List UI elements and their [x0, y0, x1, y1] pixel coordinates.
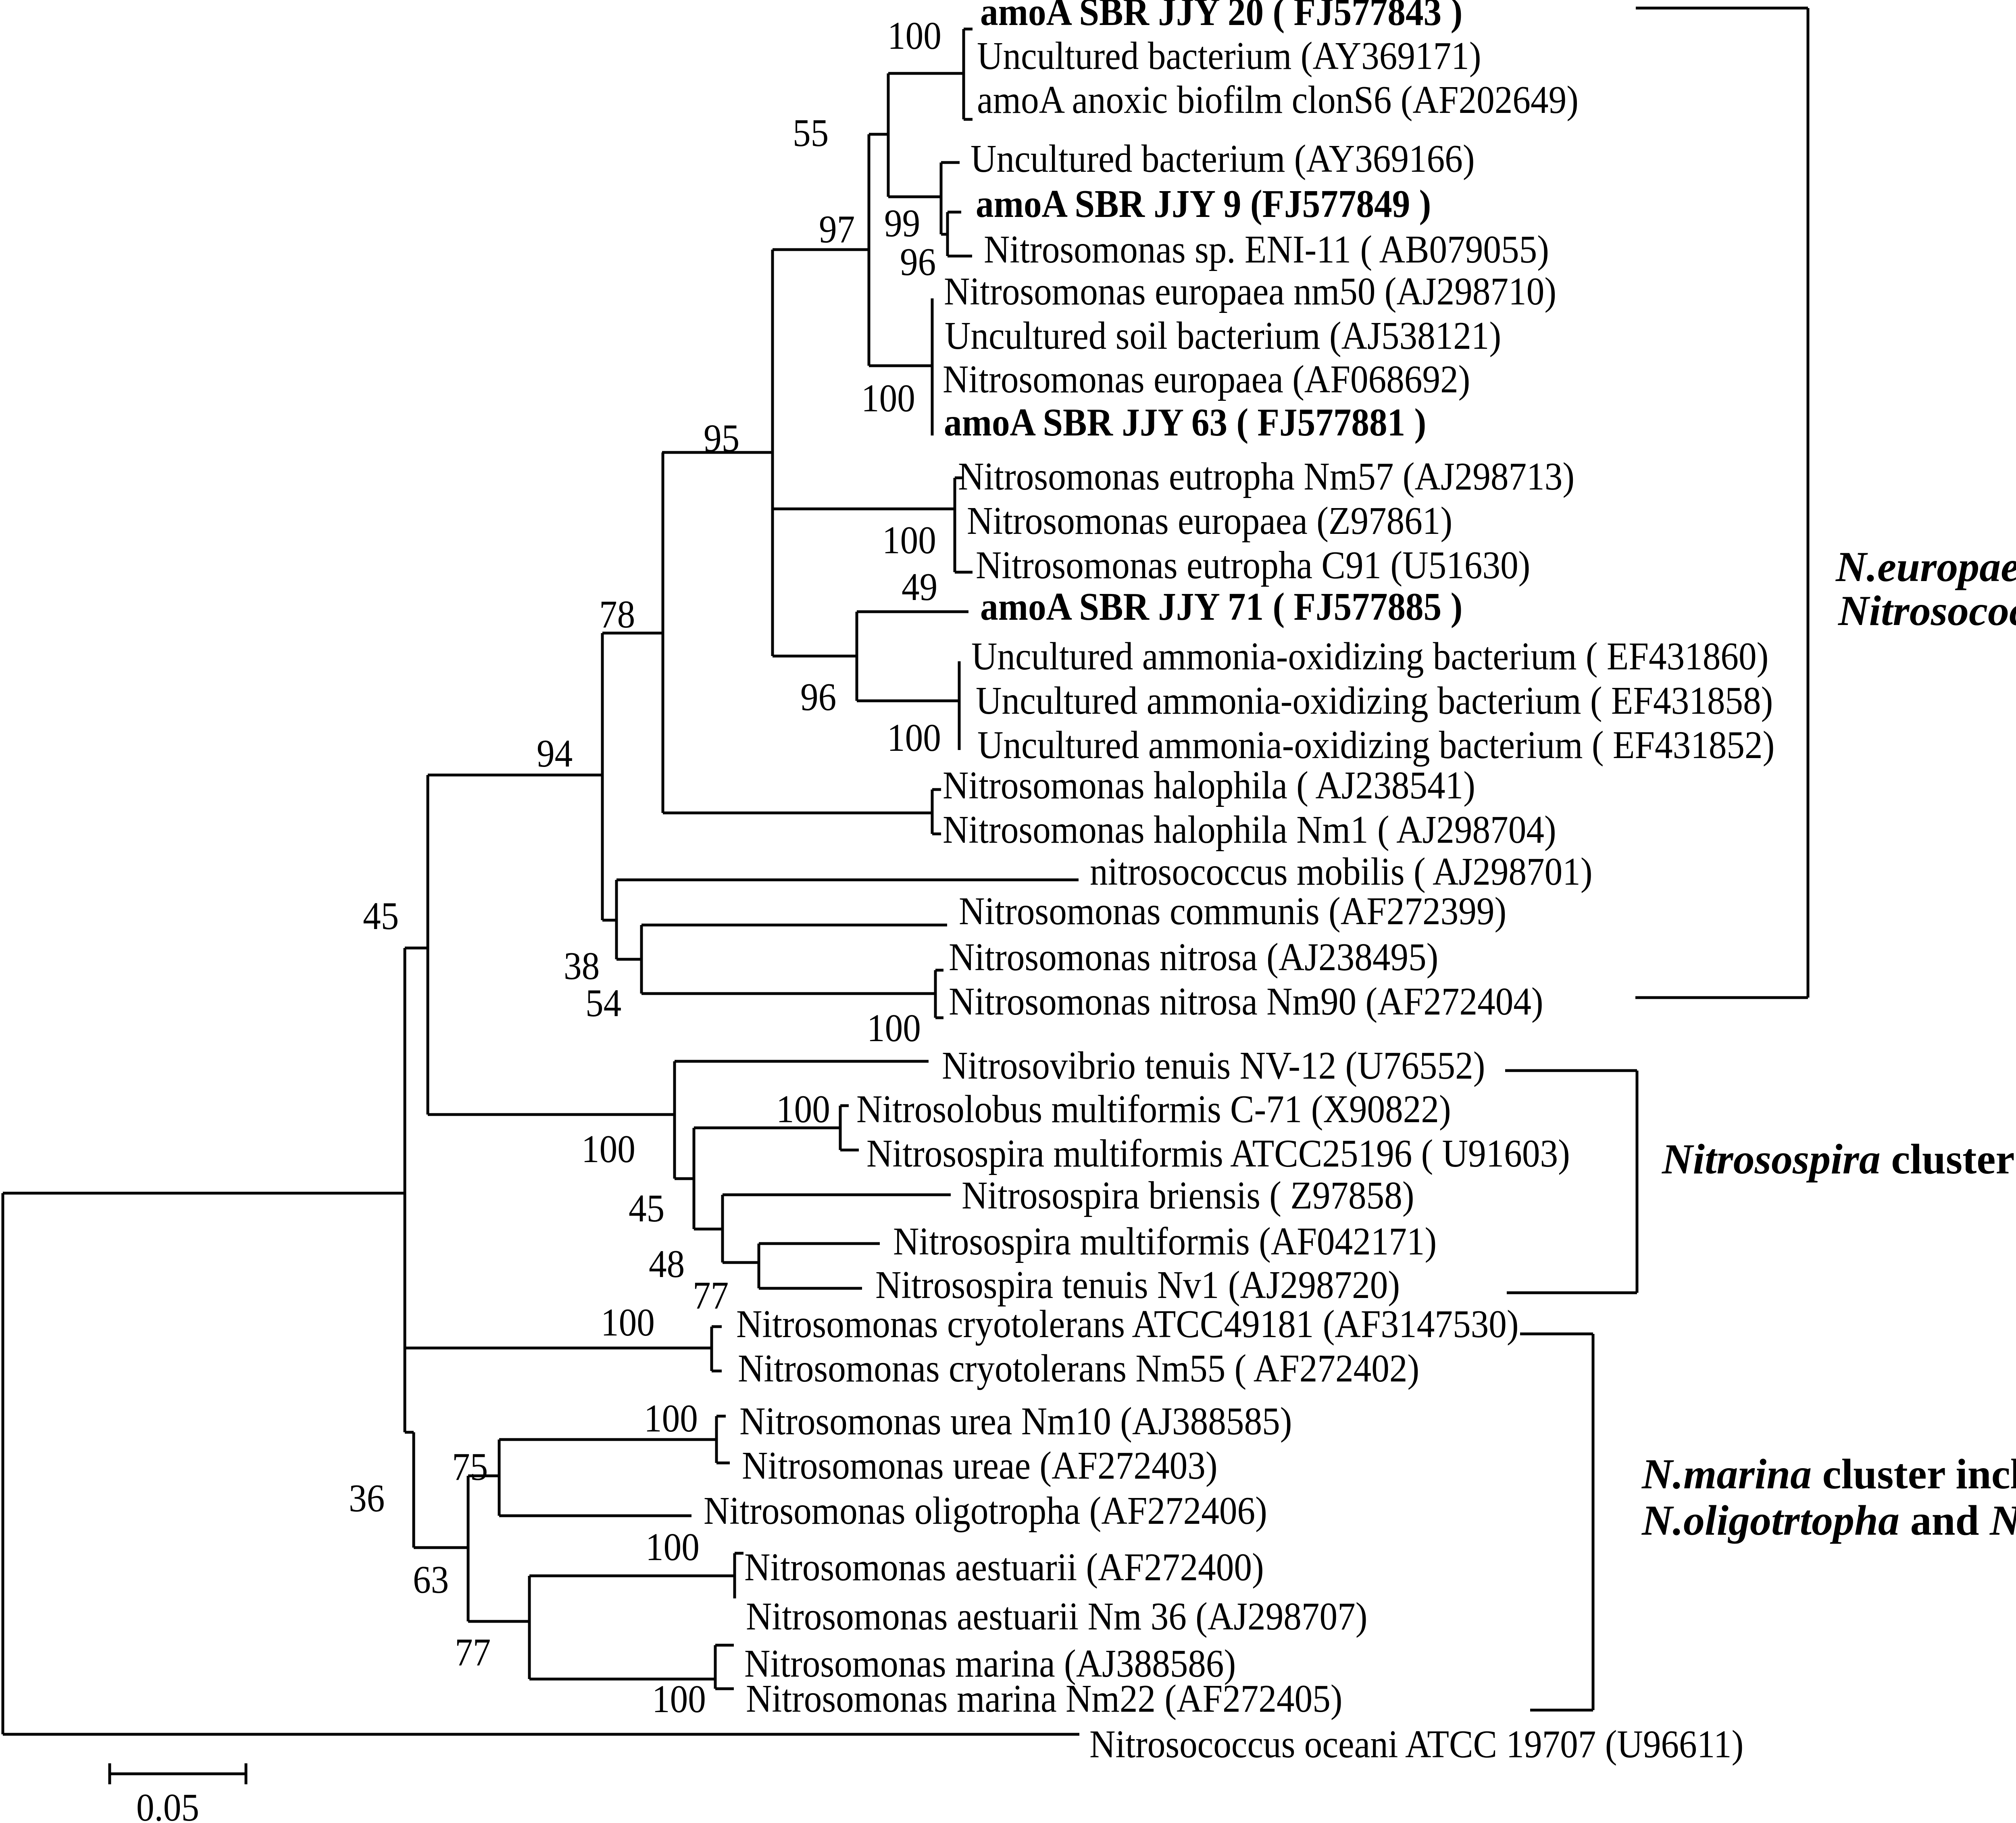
svg-text:amoA SBR JJY 71 ( FJ577885 ): amoA SBR JJY 71 ( FJ577885 ) [980, 585, 1462, 629]
svg-text:amoA SBR JJY 20 ( FJ577843 ): amoA SBR JJY 20 ( FJ577843 ) [980, 0, 1462, 34]
svg-text:38: 38 [564, 945, 600, 988]
svg-text:Nitrosomonas oligotropha (AF27: Nitrosomonas oligotropha (AF272406) [704, 1490, 1267, 1533]
svg-text:100: 100 [867, 1007, 921, 1050]
svg-text:Nitrosomonas urea Nm10 (AJ3885: Nitrosomonas urea Nm10 (AJ388585) [739, 1400, 1292, 1443]
svg-text:100: 100 [887, 15, 941, 58]
svg-text:Nitrosomonas sp. ENI-11 ( AB07: Nitrosomonas sp. ENI-11 ( AB079055) [984, 228, 1549, 271]
svg-text:Nitrosomonas cryotolerans ATCC: Nitrosomonas cryotolerans ATCC49181 (AF3… [736, 1303, 1519, 1346]
svg-text:77: 77 [455, 1631, 491, 1674]
svg-text:55: 55 [793, 112, 829, 155]
svg-text:100: 100 [882, 519, 936, 562]
svg-text:Nitrosomonas nitrosa Nm90 (AF2: Nitrosomonas nitrosa Nm90 (AF272404) [949, 980, 1543, 1023]
svg-text:97: 97 [819, 208, 855, 251]
svg-text:Nitrosomonas eutropha C91 (U51: Nitrosomonas eutropha C91 (U51630) [976, 544, 1530, 587]
svg-text:N.marina cluster including: N.marina cluster including [1641, 1450, 2016, 1498]
svg-text:Nitrosomonas marina (AJ388586): Nitrosomonas marina (AJ388586) [744, 1642, 1236, 1685]
svg-text:45: 45 [363, 895, 399, 938]
svg-text:94: 94 [537, 732, 573, 775]
svg-text:N.europaea/: N.europaea/ [1835, 543, 2016, 590]
svg-text:96: 96 [800, 676, 836, 719]
svg-text:100: 100 [644, 1397, 698, 1440]
svg-text:54: 54 [585, 982, 621, 1025]
svg-text:Uncultured bacterium (AY369171: Uncultured bacterium (AY369171) [977, 35, 1481, 78]
svg-text:amoA anoxic biofilm clonS6 (AF: amoA anoxic biofilm clonS6 (AF202649) [977, 79, 1579, 122]
svg-text:Nitrosomonas eutropha Nm57 (AJ: Nitrosomonas eutropha Nm57 (AJ298713) [958, 455, 1574, 498]
svg-text:45: 45 [629, 1187, 664, 1230]
svg-text:Uncultured ammonia-oxidizing b: Uncultured ammonia-oxidizing bacterium (… [976, 679, 1773, 723]
svg-text:Nitrosococcus oceani ATCC 1970: Nitrosococcus oceani ATCC 19707 (U96611) [1089, 1723, 1743, 1766]
svg-text:75: 75 [452, 1446, 488, 1489]
svg-text:amoA SBR JJY 63 ( FJ577881 ): amoA SBR JJY 63 ( FJ577881 ) [944, 401, 1426, 444]
svg-text:100: 100 [581, 1128, 635, 1171]
svg-text:Nitrosomonas halophila Nm1 ( A: Nitrosomonas halophila Nm1 ( AJ298704) [943, 808, 1556, 852]
svg-text:Nitrosospira multiformis ATCC2: Nitrosospira multiformis ATCC25196 ( U91… [866, 1132, 1570, 1175]
svg-text:Nitrosolobus multiformis C-71: Nitrosolobus multiformis C-71 (X90822) [856, 1088, 1451, 1131]
svg-text:Nitrosomonas europaea (AF06869: Nitrosomonas europaea (AF068692) [943, 358, 1470, 401]
svg-text:Nitrosospira briensis ( Z97858: Nitrosospira briensis ( Z97858) [962, 1174, 1414, 1217]
svg-text:Nitrosococcus mobilis cluster: Nitrosococcus mobilis cluster [1838, 587, 2016, 634]
svg-text:Nitrosomonas ureae (AF272403): Nitrosomonas ureae (AF272403) [742, 1444, 1218, 1488]
svg-text:Nitrosospira multiformis (AF04: Nitrosospira multiformis (AF042171) [893, 1220, 1437, 1263]
svg-text:77: 77 [693, 1274, 729, 1317]
svg-text:Nitrosomonas marina Nm22 (AF27: Nitrosomonas marina Nm22 (AF272405) [746, 1677, 1343, 1721]
svg-text:100: 100 [776, 1088, 830, 1131]
svg-text:100: 100 [601, 1301, 655, 1344]
svg-text:48: 48 [649, 1243, 685, 1286]
svg-text:Uncultured bacterium (AY369166: Uncultured bacterium (AY369166) [971, 138, 1475, 181]
svg-text:63: 63 [413, 1558, 449, 1602]
svg-text:Nitrosomonas europaea (Z97861): Nitrosomonas europaea (Z97861) [967, 500, 1452, 543]
svg-text:49: 49 [902, 566, 937, 609]
svg-text:Nitrosomonas halophila ( AJ238: Nitrosomonas halophila ( AJ238541) [943, 764, 1475, 807]
svg-text:Nitrosomonas nitrosa (AJ238495: Nitrosomonas nitrosa (AJ238495) [949, 936, 1438, 979]
svg-text:Nitrosomonas cryotolerans Nm55: Nitrosomonas cryotolerans Nm55 ( AF27240… [738, 1347, 1419, 1390]
svg-text:95: 95 [704, 417, 739, 460]
svg-text:Nitrosospira tenuis Nv1 (AJ298: Nitrosospira tenuis Nv1 (AJ298720) [875, 1264, 1400, 1307]
svg-text:Nitrosomonas aestuarii Nm 36 (: Nitrosomonas aestuarii Nm 36 (AJ298707) [746, 1595, 1367, 1638]
svg-text:Uncultured soil bacterium (AJ5: Uncultured soil bacterium (AJ538121) [945, 315, 1501, 358]
svg-text:Nitrosomonas europaea nm50 (AJ: Nitrosomonas europaea nm50 (AJ298710) [944, 270, 1556, 313]
svg-text:100: 100 [887, 717, 941, 760]
svg-text:100: 100 [861, 377, 915, 420]
svg-text:Uncultured ammonia-oxidizing b: Uncultured ammonia-oxidizing bacterium (… [977, 724, 1774, 767]
svg-text:100: 100 [652, 1678, 706, 1721]
svg-text:Nitrosomonas aestuarii (AF2724: Nitrosomonas aestuarii (AF272400) [744, 1546, 1264, 1589]
svg-text:96: 96 [900, 241, 936, 284]
svg-text:Nitrosovibrio tenuis NV-12 (U7: Nitrosovibrio tenuis NV-12 (U76552) [942, 1044, 1485, 1088]
svg-text:nitrosococcus mobilis ( AJ2987: nitrosococcus mobilis ( AJ298701) [1090, 850, 1593, 894]
svg-text:amoA SBR JJY 9 (FJ577849 ): amoA SBR JJY 9 (FJ577849 ) [976, 183, 1431, 226]
svg-text:Nitrosospira cluster: Nitrosospira cluster [1662, 1135, 2015, 1183]
svg-text:Nitrosomonas communis (AF27239: Nitrosomonas communis (AF272399) [959, 890, 1506, 933]
svg-text:100: 100 [646, 1526, 700, 1569]
svg-text:99: 99 [884, 202, 920, 245]
svg-text:78: 78 [599, 593, 635, 636]
svg-text:N.oligotrtopha and N.ureae: N.oligotrtopha and N.ureae [1641, 1497, 2016, 1544]
svg-text:Uncultured ammonia-oxidizing b: Uncultured ammonia-oxidizing bacterium (… [971, 635, 1768, 678]
svg-text:0.05: 0.05 [136, 1786, 199, 1823]
svg-text:36: 36 [349, 1477, 385, 1520]
